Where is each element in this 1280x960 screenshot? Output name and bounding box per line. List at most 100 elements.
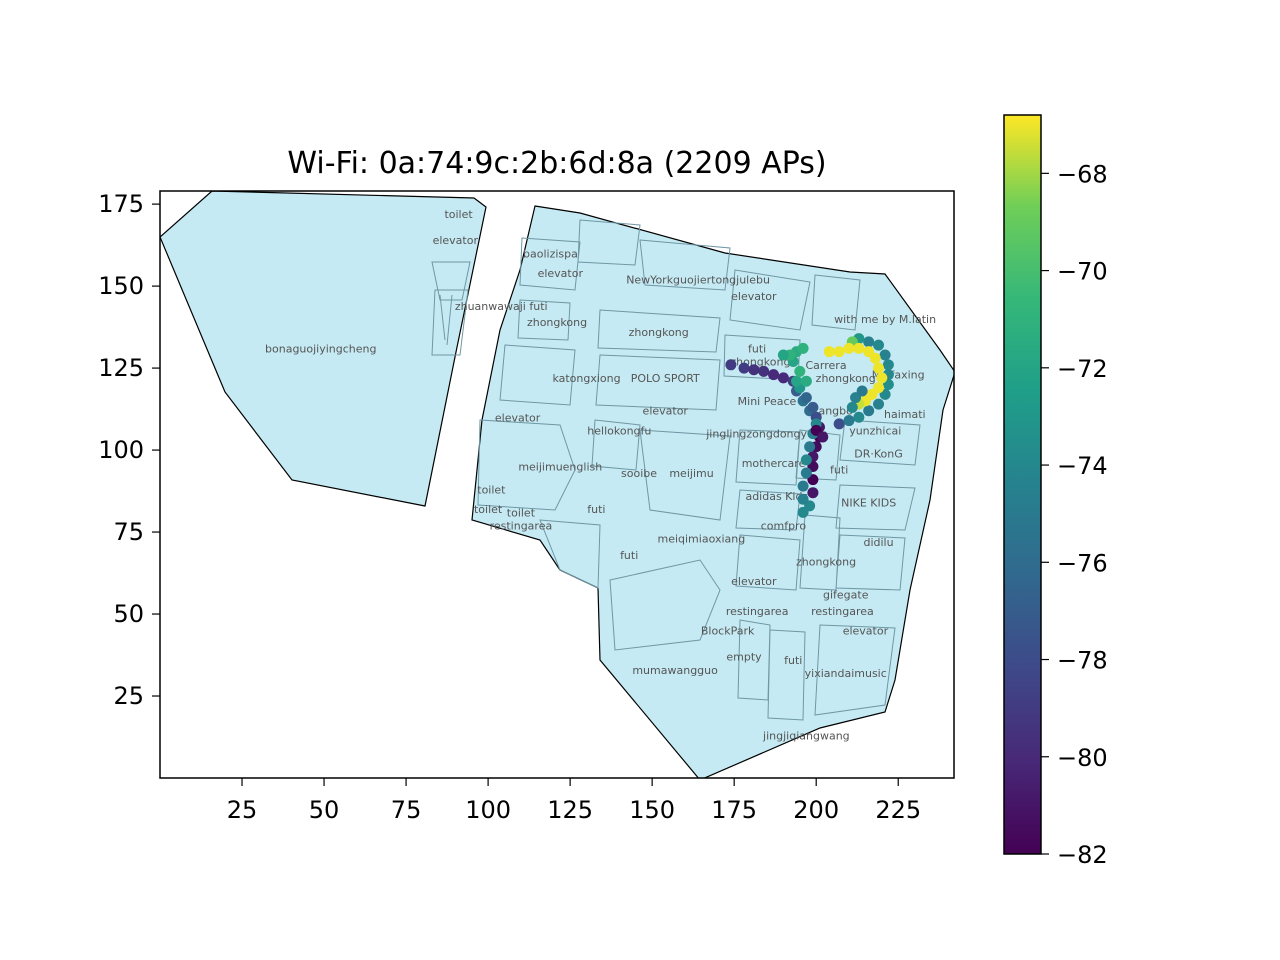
data-point: [725, 359, 737, 371]
shop-label: futi: [587, 503, 605, 516]
data-point: [863, 336, 875, 348]
shop-label: yunzhicai: [849, 424, 901, 437]
y-axis: 25 50 75 100 125 150 175: [98, 190, 160, 710]
data-point: [882, 359, 894, 371]
plot-area: toilet elevator baolizispa elevator NewYorkg…: [160, 191, 954, 778]
colorbar-tick-label: −68: [1057, 160, 1108, 188]
shop-label: bonaguojiyingcheng: [265, 342, 376, 355]
shop-label: elevator: [495, 411, 541, 424]
data-point: [800, 454, 812, 466]
data-point: [804, 441, 816, 453]
shop-label: zhongkong: [796, 556, 856, 569]
x-axis: 25 50 75 100 125 150 175 200 225: [227, 778, 921, 824]
x-tick-label: 150: [629, 796, 675, 824]
data-point: [853, 342, 865, 354]
data-point: [853, 411, 865, 423]
data-point: [800, 392, 812, 404]
shop-label: restingarea: [811, 605, 874, 618]
shop-label: gifegate: [823, 588, 869, 601]
y-tick-label: 75: [113, 518, 144, 546]
shop-label: meiqimiaoxiang: [657, 533, 745, 546]
colorbar-gradient: [1004, 115, 1041, 854]
shop-label: mumawangguo: [632, 664, 718, 677]
data-point: [777, 349, 789, 361]
y-tick-label: 25: [113, 682, 144, 710]
colorbar-ticks: −68 −70 −72 −74 −76 −78 −80 −82: [1041, 160, 1108, 869]
chart-title: Wi-Fi: 0a:74:9c:2b:6d:8a (2209 APs): [287, 146, 826, 181]
colorbar-frame: [1003, 114, 1042, 855]
data-point: [873, 398, 885, 410]
x-tick-label: 200: [793, 796, 839, 824]
shop-label: Mini Peace: [738, 395, 797, 408]
shop-label: baolizispa: [523, 247, 578, 260]
shop-label: futi: [784, 654, 802, 667]
data-point: [879, 349, 891, 361]
shop-label: POLO SPORT: [631, 372, 700, 385]
data-point: [794, 365, 806, 377]
x-tick-label: 175: [711, 796, 757, 824]
x-tick-label: 75: [391, 796, 422, 824]
map-interior: [431, 219, 921, 721]
data-point: [797, 342, 809, 354]
shop-label: jingjiqiangwang: [762, 729, 850, 742]
shop-label: NewYorkguojiertongjulebu: [626, 274, 770, 287]
shop-label: empty: [726, 651, 762, 664]
data-point: [807, 401, 819, 413]
data-point: [807, 487, 819, 499]
shop-label: NIKE KIDS: [841, 497, 896, 510]
y-tick-label: 50: [113, 600, 144, 628]
shop-label: elevator: [731, 290, 777, 303]
shop-label: toilet: [477, 483, 506, 496]
shop-label: DR·KonG: [854, 447, 903, 460]
data-point: [873, 339, 885, 351]
colorbar-tick-label: −78: [1057, 647, 1108, 675]
data-point: [843, 342, 855, 354]
map-building-east: [471, 205, 954, 778]
data-point: [758, 365, 770, 377]
data-point: [869, 352, 881, 364]
shop-label: futi: [748, 342, 766, 355]
data-point: [846, 401, 858, 413]
shop-label: katongxiong: [552, 372, 620, 385]
shop-label: zhongkong: [816, 372, 876, 385]
shop-label: kangbo: [812, 405, 853, 418]
data-point: [833, 418, 845, 430]
shop-label: with me by M.latin: [834, 313, 936, 326]
data-point: [873, 362, 885, 374]
shop-label: jinglingzongdongyuan: [705, 428, 827, 441]
shop-label: elevator: [538, 267, 584, 280]
data-point: [791, 375, 803, 387]
colorbar-tick-label: −72: [1057, 355, 1108, 383]
shop-label: sooibe: [621, 467, 657, 480]
shop-label: adidas Kids: [745, 490, 808, 503]
colorbar: −68 −70 −72 −74 −76 −78 −80 −82: [1003, 114, 1108, 869]
shop-label: didilu: [863, 536, 893, 549]
shop-label: toilet: [444, 208, 473, 221]
colorbar-tick-label: −76: [1057, 549, 1108, 577]
shop-label: elevator: [843, 624, 889, 637]
map-building-west: [160, 191, 487, 507]
shop-label: futi: [830, 464, 848, 477]
scatter-points: [725, 333, 894, 518]
shop-label: mothercare: [742, 457, 806, 470]
data-point: [800, 467, 812, 479]
colorbar-tick-label: −82: [1057, 841, 1108, 869]
data-point: [797, 480, 809, 492]
data-point: [797, 493, 809, 505]
shop-label: yixiandaimusic: [805, 667, 887, 680]
y-tick-label: 100: [98, 436, 144, 464]
shop-label: meijimuenglish: [518, 460, 602, 473]
shop-label: toilet: [474, 503, 503, 516]
data-point: [863, 405, 875, 417]
shop-label: elevator: [433, 234, 479, 247]
x-tick-label: 225: [875, 796, 921, 824]
shop-label: zhuanwawaji futi: [455, 300, 548, 313]
data-point: [738, 362, 750, 374]
data-point: [777, 372, 789, 384]
y-tick-label: 150: [98, 272, 144, 300]
shop-label: restingarea: [726, 605, 789, 618]
colorbar-tick-label: −70: [1057, 258, 1108, 286]
data-point: [817, 431, 829, 443]
axes-frame: [159, 190, 955, 779]
y-tick-label: 175: [98, 190, 144, 218]
